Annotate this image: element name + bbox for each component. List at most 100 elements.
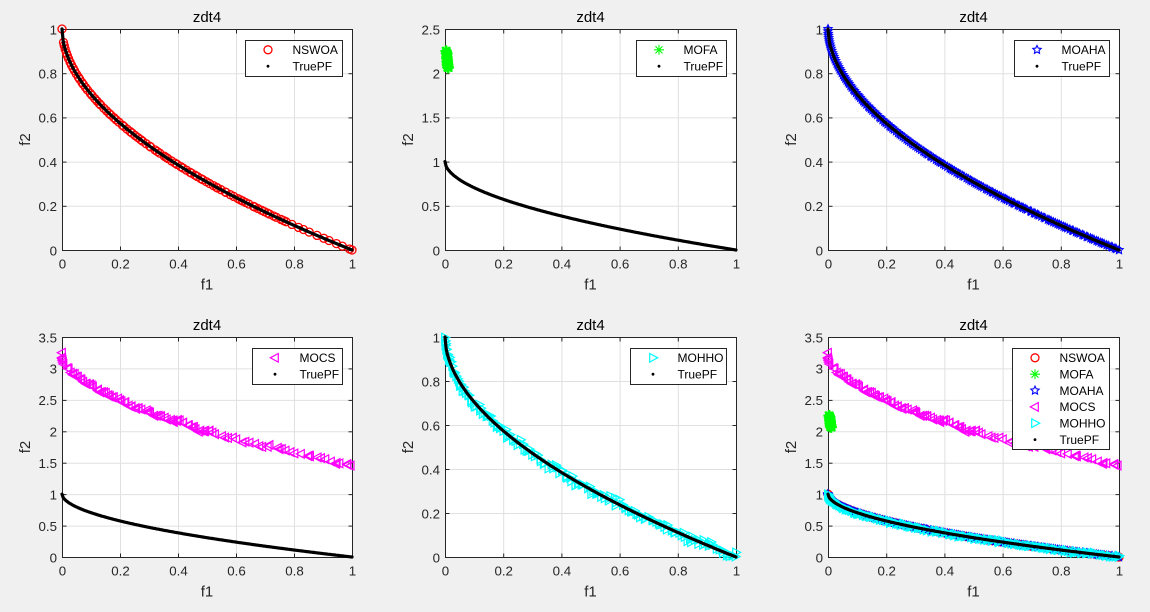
svg-text:0: 0	[442, 564, 449, 579]
svg-text:0.4: 0.4	[169, 564, 188, 579]
svg-text:zdt4: zdt4	[576, 9, 604, 26]
svg-text:0.8: 0.8	[422, 374, 441, 389]
svg-text:1: 1	[50, 22, 57, 37]
svg-text:0.2: 0.2	[111, 257, 130, 272]
svg-text:2.5: 2.5	[39, 393, 58, 408]
svg-text:MOHHO: MOHHO	[678, 351, 724, 365]
svg-text:MOAHA: MOAHA	[1062, 43, 1106, 57]
svg-text:TruePF: TruePF	[293, 60, 333, 74]
svg-text:MOCS: MOCS	[300, 351, 336, 365]
svg-text:0: 0	[59, 257, 66, 272]
svg-text:3.5: 3.5	[39, 330, 58, 345]
svg-text:0.8: 0.8	[669, 257, 688, 272]
svg-text:0.5: 0.5	[805, 519, 824, 534]
svg-text:zdt4: zdt4	[959, 9, 987, 26]
svg-text:f2: f2	[783, 133, 800, 146]
svg-text:0.2: 0.2	[422, 506, 441, 521]
svg-text:0.4: 0.4	[422, 462, 441, 477]
svg-text:0: 0	[50, 550, 57, 565]
svg-text:3: 3	[816, 362, 823, 377]
svg-text:MOCS: MOCS	[1060, 400, 1096, 414]
svg-text:0.6: 0.6	[422, 418, 441, 433]
svg-text:0.8: 0.8	[805, 67, 824, 82]
svg-text:3.5: 3.5	[805, 330, 824, 345]
svg-text:0: 0	[50, 243, 57, 258]
svg-text:0.2: 0.2	[805, 199, 824, 214]
svg-text:3: 3	[50, 362, 57, 377]
svg-text:0.8: 0.8	[1052, 257, 1071, 272]
svg-text:f1: f1	[201, 584, 214, 601]
svg-text:0.4: 0.4	[936, 564, 955, 579]
svg-text:zdt4: zdt4	[193, 317, 221, 334]
svg-text:0.6: 0.6	[611, 257, 630, 272]
svg-text:f1: f1	[201, 277, 214, 294]
svg-text:TruePF: TruePF	[1060, 433, 1100, 447]
svg-text:f2: f2	[17, 133, 34, 146]
svg-text:zdt4: zdt4	[959, 317, 987, 334]
svg-text:TruePF: TruePF	[678, 368, 718, 382]
svg-text:0.5: 0.5	[39, 519, 58, 534]
svg-text:0.2: 0.2	[877, 257, 896, 272]
svg-text:1.5: 1.5	[39, 456, 58, 471]
svg-text:f1: f1	[584, 584, 597, 601]
svg-text:1: 1	[50, 487, 57, 502]
svg-text:0.4: 0.4	[553, 564, 572, 579]
svg-text:zdt4: zdt4	[576, 317, 604, 334]
svg-text:1: 1	[433, 330, 440, 345]
svg-text:0.6: 0.6	[39, 111, 58, 126]
svg-text:TruePF: TruePF	[1062, 60, 1102, 74]
svg-text:0: 0	[433, 243, 440, 258]
svg-text:TruePF: TruePF	[684, 60, 724, 74]
svg-text:0.6: 0.6	[994, 564, 1013, 579]
svg-text:f2: f2	[17, 441, 34, 454]
svg-text:0.2: 0.2	[494, 564, 513, 579]
svg-text:0.6: 0.6	[611, 564, 630, 579]
svg-text:0.8: 0.8	[285, 564, 304, 579]
svg-text:1: 1	[349, 257, 356, 272]
svg-text:TruePF: TruePF	[300, 368, 340, 382]
svg-text:0.2: 0.2	[111, 564, 130, 579]
svg-text:0.8: 0.8	[669, 564, 688, 579]
svg-text:0.2: 0.2	[39, 199, 58, 214]
svg-text:MOFA: MOFA	[684, 43, 718, 57]
svg-text:f1: f1	[967, 584, 980, 601]
svg-text:0.8: 0.8	[285, 257, 304, 272]
svg-text:0: 0	[59, 564, 66, 579]
svg-text:0.8: 0.8	[39, 67, 58, 82]
svg-text:MOAHA: MOAHA	[1060, 384, 1104, 398]
svg-text:0.5: 0.5	[422, 199, 441, 214]
svg-text:0: 0	[825, 257, 832, 272]
svg-text:f2: f2	[783, 441, 800, 454]
svg-text:1: 1	[733, 564, 740, 579]
svg-text:0: 0	[816, 550, 823, 565]
svg-text:1: 1	[433, 155, 440, 170]
svg-text:1: 1	[1116, 257, 1123, 272]
svg-text:0: 0	[433, 550, 440, 565]
svg-text:0.4: 0.4	[169, 257, 188, 272]
svg-text:zdt4: zdt4	[193, 9, 221, 26]
svg-text:1: 1	[349, 564, 356, 579]
svg-text:0.2: 0.2	[877, 564, 896, 579]
svg-text:f1: f1	[584, 277, 597, 294]
svg-text:2.5: 2.5	[805, 393, 824, 408]
svg-text:MOFA: MOFA	[1060, 368, 1094, 382]
svg-text:1: 1	[816, 487, 823, 502]
svg-text:0.4: 0.4	[936, 257, 955, 272]
svg-text:1: 1	[1116, 564, 1123, 579]
svg-text:0.4: 0.4	[553, 257, 572, 272]
svg-text:f2: f2	[400, 441, 417, 454]
svg-text:0.6: 0.6	[805, 111, 824, 126]
svg-text:1.5: 1.5	[805, 456, 824, 471]
svg-text:0: 0	[816, 243, 823, 258]
svg-text:0.6: 0.6	[994, 257, 1013, 272]
svg-text:2: 2	[816, 425, 823, 440]
svg-text:0.2: 0.2	[494, 257, 513, 272]
svg-text:0.6: 0.6	[227, 257, 246, 272]
svg-text:f1: f1	[967, 277, 980, 294]
svg-text:0.8: 0.8	[1052, 564, 1071, 579]
svg-text:0.4: 0.4	[805, 155, 824, 170]
svg-text:0: 0	[442, 257, 449, 272]
svg-text:MOHHO: MOHHO	[1060, 417, 1106, 431]
svg-text:NSWOA: NSWOA	[1060, 351, 1105, 365]
svg-text:f2: f2	[400, 133, 417, 146]
